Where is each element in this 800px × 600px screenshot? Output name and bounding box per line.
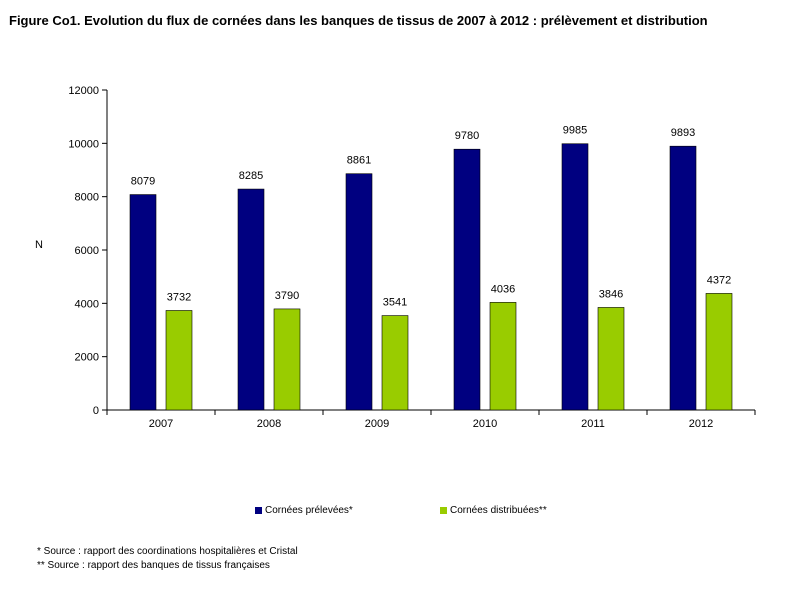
data-label-distribuees: 3790 [275, 290, 299, 302]
data-label-distribuees: 3732 [167, 291, 191, 303]
y-tick-label: 4000 [75, 298, 99, 310]
x-tick-label: 2012 [689, 418, 713, 430]
source-notes: * Source : rapport des coordinations hos… [37, 545, 298, 573]
bar-prelevees [669, 145, 697, 411]
x-tick-label: 2008 [257, 418, 281, 430]
legend-label-distribuees: Cornées distribuées** [450, 505, 547, 516]
data-label-distribuees: 4372 [707, 274, 731, 286]
data-label-prelevees: 8079 [131, 176, 155, 188]
data-label-prelevees: 9985 [563, 125, 587, 137]
bar-prelevees [453, 148, 481, 411]
data-label-distribuees: 4036 [491, 283, 515, 295]
bar-prelevees [129, 194, 157, 411]
data-label-prelevees: 8861 [347, 155, 371, 167]
source-note-2: ** Source : rapport des banques de tissu… [37, 560, 270, 571]
bar-prelevees [237, 188, 265, 411]
bar-distribuees [489, 302, 517, 411]
bar-distribuees [597, 307, 625, 411]
bar-distribuees [381, 315, 409, 411]
data-label-distribuees: 3846 [599, 288, 623, 300]
data-label-prelevees: 8285 [239, 170, 263, 182]
y-tick-label: 8000 [75, 192, 99, 204]
legend-item-prelevees: Cornées prélevées* [255, 505, 353, 516]
y-tick-label: 12000 [68, 85, 99, 97]
x-tick-label: 2010 [473, 418, 497, 430]
y-axis-label: N [35, 239, 43, 251]
x-tick-label: 2007 [149, 418, 173, 430]
bar-prelevees [345, 173, 373, 411]
x-tick-label: 2011 [581, 418, 605, 430]
legend-item-distribuees: Cornées distribuées** [440, 505, 547, 516]
data-label-prelevees: 9893 [671, 127, 695, 139]
y-tick-label: 6000 [75, 245, 99, 257]
chart-title: Figure Co1. Evolution du flux de cornées… [9, 13, 708, 28]
x-tick-label: 2009 [365, 418, 389, 430]
data-label-distribuees: 3541 [383, 297, 407, 309]
bar-distribuees [705, 293, 733, 411]
data-label-prelevees: 9780 [455, 130, 479, 142]
source-note-1: * Source : rapport des coordinations hos… [37, 546, 298, 557]
bar-prelevees [561, 143, 589, 411]
bar-distribuees [273, 308, 301, 411]
legend-label-prelevees: Cornées prélevées* [265, 505, 353, 516]
y-tick-label: 2000 [75, 352, 99, 364]
legend-swatch-distribuees [440, 507, 447, 514]
bar-distribuees [165, 310, 193, 411]
y-tick-label: 10000 [68, 138, 99, 150]
y-tick-label: 0 [93, 405, 99, 417]
legend-swatch-prelevees [255, 507, 262, 514]
